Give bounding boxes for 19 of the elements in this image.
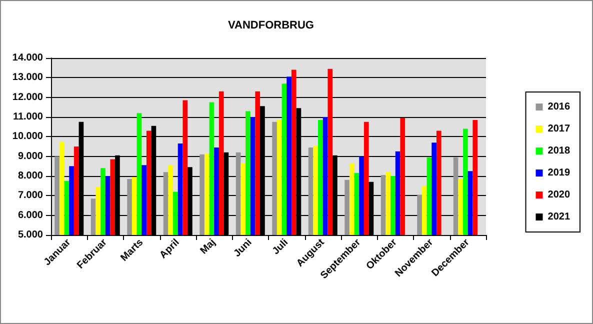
y-tick-label: 11.000 — [12, 112, 44, 122]
y-tick-label: 6.000 — [18, 210, 44, 221]
y-tick-label: 5.000 — [18, 230, 44, 240]
legend-label: 2021 — [548, 212, 570, 222]
chart-title: VANDFORBRUG — [228, 20, 314, 32]
legend-label: 2017 — [548, 124, 570, 134]
y-tick-label: 7.000 — [18, 190, 44, 202]
y-tick-label: 14.000 — [12, 52, 44, 64]
y-tick-label: 9.000 — [18, 150, 44, 162]
y-tick-label: 13.000 — [12, 72, 44, 84]
legend-label: 2020 — [548, 190, 570, 200]
y-tick-label: 8.000 — [18, 170, 44, 182]
legend-label: 2016 — [548, 102, 570, 112]
y-tick-label: 10.000 — [12, 131, 44, 142]
x-tick-label: Juli — [270, 236, 291, 258]
x-tick-label: Maj — [198, 236, 218, 257]
legend-label: 2019 — [548, 168, 570, 178]
legend-label: 2018 — [548, 146, 570, 156]
y-tick-label: 12.000 — [12, 92, 44, 103]
